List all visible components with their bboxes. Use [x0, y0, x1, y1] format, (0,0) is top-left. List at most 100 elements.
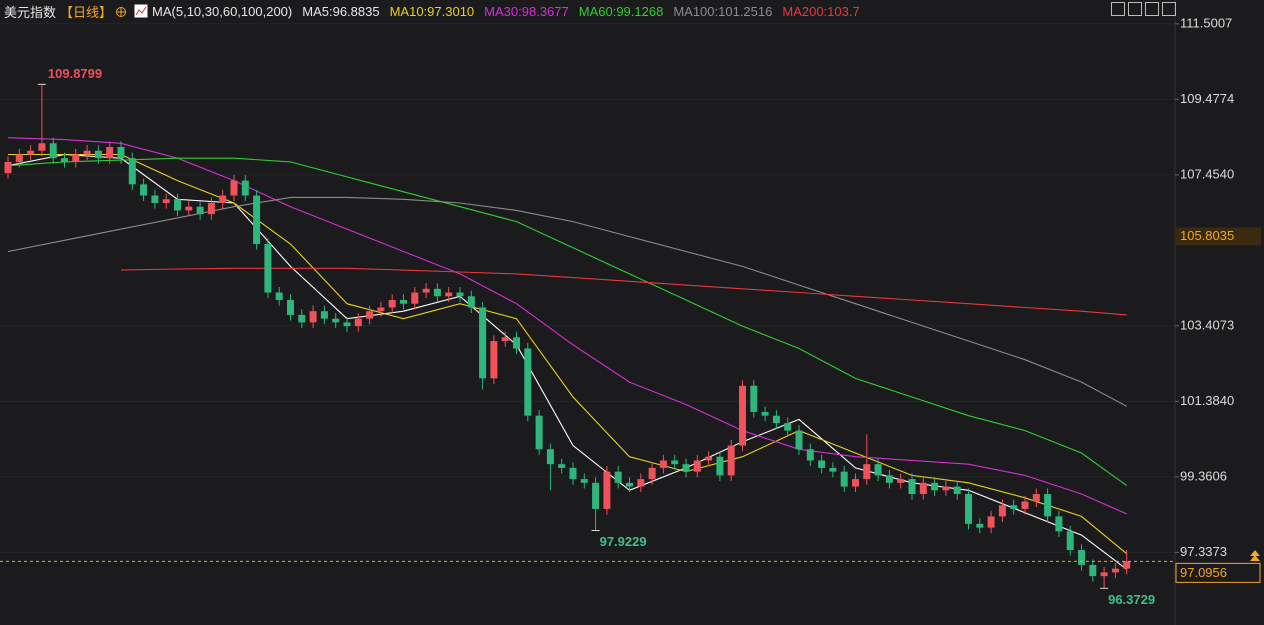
candle-body	[298, 314, 306, 323]
y-tick-label: 103.4073	[1180, 317, 1234, 332]
candle-body	[94, 150, 102, 159]
y-tick-label: 99.3606	[1180, 468, 1227, 483]
candle-body	[592, 482, 600, 509]
candle-body	[1111, 568, 1119, 573]
candle-body	[253, 195, 261, 245]
tool-button[interactable]	[1145, 2, 1159, 16]
candle-body	[784, 423, 792, 431]
candle-body	[682, 464, 690, 472]
candle-body	[479, 307, 487, 379]
candle-body	[1010, 505, 1018, 509]
y-tick-label: 111.5007	[1180, 15, 1232, 30]
price-marker-box	[1176, 227, 1261, 246]
ma-line	[7, 137, 1127, 515]
candle-body	[456, 292, 464, 297]
tool-button[interactable]	[1128, 2, 1142, 16]
candle-body	[264, 244, 272, 293]
candle-body	[106, 147, 114, 159]
candle-body	[354, 318, 362, 327]
candle-body	[332, 318, 340, 323]
candle-body	[49, 143, 57, 159]
ma-line	[7, 196, 1127, 407]
candle-body	[671, 460, 679, 465]
candle-body	[863, 464, 871, 480]
candle-body	[411, 292, 419, 304]
candle-body	[976, 523, 984, 528]
legend-entry: MA10:97.3010	[389, 3, 475, 19]
candle-body	[908, 479, 916, 495]
candle-body	[637, 479, 645, 487]
ma-line	[7, 153, 1128, 570]
candle-body	[558, 464, 566, 468]
candle-body	[998, 505, 1006, 517]
candle-body	[716, 456, 724, 476]
candle-body	[4, 161, 12, 174]
candle-body	[603, 471, 611, 509]
candle-body	[1089, 564, 1097, 577]
candle-body	[490, 341, 498, 379]
tool-button[interactable]	[1111, 2, 1125, 16]
candle-body	[275, 292, 283, 300]
candle-body	[524, 348, 532, 416]
period[interactable]: 【日线】	[60, 4, 113, 20]
candle-body	[174, 199, 181, 211]
candle-body	[185, 206, 193, 211]
candle-body	[874, 464, 882, 476]
candle-body	[626, 482, 633, 487]
candle-body	[83, 150, 91, 155]
candle-body	[840, 471, 848, 487]
candle-body	[445, 292, 453, 297]
ma-line	[7, 157, 1128, 487]
candle-body	[535, 415, 543, 450]
candle-body	[377, 307, 385, 312]
candle-body	[27, 150, 35, 155]
y-tick-label: 101.3840	[1180, 393, 1234, 408]
candle-body	[772, 415, 780, 424]
candle-body	[761, 411, 769, 416]
low-annotation: 96.3729	[1108, 592, 1155, 607]
last-price-label: 97.0956	[1180, 565, 1227, 580]
low-annotation: 97.9229	[600, 534, 647, 549]
toggle-icon[interactable]	[114, 4, 128, 18]
candle-body	[818, 460, 826, 468]
high-annotation: 109.8799	[48, 66, 102, 81]
indicator-label[interactable]: MA(5,10,30,60,100,200)	[152, 3, 293, 19]
legend-entry: MA5:96.8835	[302, 3, 380, 19]
candle-body	[965, 494, 972, 524]
y-tick-label: 107.4540	[1180, 166, 1234, 181]
candle-body	[501, 337, 509, 342]
legend-entry: MA60:99.1268	[578, 3, 664, 19]
candle-body	[546, 449, 554, 465]
candle-body	[343, 322, 351, 327]
candle-body	[433, 288, 441, 297]
candle-body	[320, 311, 328, 319]
candle-body	[38, 143, 46, 151]
candle-body	[953, 486, 961, 495]
candle-body	[727, 445, 735, 476]
candle-body	[693, 460, 701, 472]
arrow-icon	[1250, 555, 1260, 561]
candle-body	[829, 467, 837, 472]
candle-body	[795, 430, 803, 450]
candle-body	[422, 288, 430, 293]
toolbar	[1111, 2, 1176, 16]
chart-title: 美元指数	[4, 4, 57, 20]
candle-body	[569, 467, 577, 480]
candle-body	[1021, 501, 1029, 509]
tool-button[interactable]	[1162, 2, 1176, 16]
candle-body	[162, 199, 170, 203]
candle-body	[61, 158, 68, 162]
candle-body	[659, 460, 667, 468]
candle-body	[230, 180, 238, 196]
candle-body	[942, 486, 950, 491]
candle-body	[207, 202, 215, 215]
candle-body	[287, 300, 294, 315]
candle-body	[1044, 494, 1052, 517]
candle-body	[1055, 516, 1063, 532]
candle-body	[400, 300, 407, 304]
indicator-icon[interactable]	[134, 4, 148, 18]
candle-body	[15, 154, 23, 162]
candle-body	[366, 311, 374, 319]
